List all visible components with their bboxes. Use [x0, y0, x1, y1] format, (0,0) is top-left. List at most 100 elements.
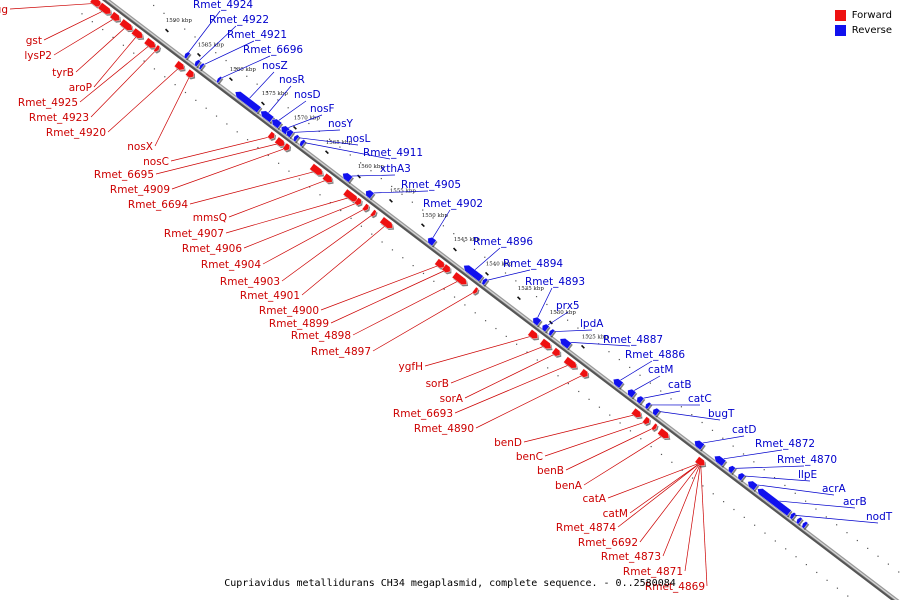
forward-gene[interactable]	[322, 172, 333, 183]
forward-leader-line	[53, 17, 116, 56]
forward-gene-label: benC	[516, 451, 543, 463]
tick-label: 1580 kbp	[230, 67, 257, 73]
reverse-gene[interactable]	[216, 76, 223, 84]
forward-gene[interactable]	[130, 27, 144, 39]
reverse-gene[interactable]	[271, 118, 283, 129]
minor-tick	[484, 256, 486, 258]
reverse-gene[interactable]	[234, 91, 262, 114]
reverse-gene-label: Rmet_4905	[401, 179, 461, 191]
backbone-highlight	[106, 0, 898, 600]
minor-tick	[215, 52, 217, 54]
forward-gene[interactable]	[143, 37, 156, 49]
reverse-gene[interactable]	[286, 129, 295, 138]
forward-gene-label: aroP	[69, 82, 92, 94]
reverse-gene-label: acrA	[822, 483, 847, 495]
forward-gene[interactable]	[361, 203, 370, 212]
reverse-gene[interactable]	[365, 189, 375, 199]
forward-gene[interactable]	[434, 258, 445, 269]
forward-gene[interactable]	[119, 18, 133, 31]
reverse-gene[interactable]	[795, 516, 803, 525]
reverse-leader-line	[219, 55, 271, 80]
reverse-gene[interactable]	[281, 125, 291, 135]
reverse-gene[interactable]	[694, 440, 705, 451]
minor-tick	[691, 477, 694, 479]
forward-gene[interactable]	[471, 286, 479, 295]
reverse-gene[interactable]	[463, 264, 484, 282]
forward-gene[interactable]	[579, 368, 589, 378]
minor-tick	[288, 170, 290, 172]
reverse-leader-line	[536, 287, 553, 321]
reverse-gene[interactable]	[789, 512, 797, 520]
reverse-gene-label: nosZ	[262, 60, 288, 72]
forward-gene-label: Rmet_6692	[578, 537, 638, 549]
reverse-gene-label: nosY	[328, 118, 354, 130]
forward-gene[interactable]	[274, 136, 285, 147]
forward-gene[interactable]	[267, 131, 275, 140]
reverse-gene[interactable]	[198, 62, 205, 71]
legend-forward: Forward	[834, 8, 892, 23]
reverse-gene[interactable]	[260, 110, 275, 123]
reverse-gene[interactable]	[757, 488, 792, 517]
minor-tick	[887, 563, 889, 565]
forward-leader-line	[617, 462, 701, 528]
minor-tick	[102, 28, 104, 31]
forward-gene[interactable]	[309, 163, 324, 176]
minor-tick	[122, 44, 124, 46]
forward-gene[interactable]	[441, 263, 451, 273]
reverse-gene[interactable]	[714, 455, 727, 467]
forward-gene[interactable]	[657, 427, 670, 439]
reverse-gene[interactable]	[541, 323, 550, 333]
reverse-gene[interactable]	[183, 51, 191, 60]
reverse-gene[interactable]	[636, 395, 645, 405]
forward-gene[interactable]	[173, 60, 185, 71]
reverse-gene-label: catC	[688, 393, 712, 405]
forward-gene[interactable]	[539, 338, 552, 350]
forward-gene[interactable]	[109, 11, 121, 22]
forward-gene[interactable]	[630, 407, 642, 418]
minor-tick	[225, 59, 227, 62]
minor-tick	[236, 131, 238, 133]
forward-gene[interactable]	[551, 347, 561, 357]
minor-tick	[702, 485, 704, 487]
reverse-gene-label: nodT	[866, 511, 893, 523]
forward-gene[interactable]	[694, 456, 706, 467]
forward-gene[interactable]	[642, 416, 650, 425]
minor-tick	[340, 209, 342, 212]
forward-gene[interactable]	[650, 422, 658, 431]
reverse-gene[interactable]	[737, 472, 746, 482]
forward-gene[interactable]	[97, 2, 112, 15]
forward-gene[interactable]	[379, 216, 394, 229]
minor-tick	[308, 122, 310, 125]
forward-gene[interactable]	[153, 44, 161, 53]
reverse-gene[interactable]	[728, 465, 736, 474]
reverse-gene[interactable]	[559, 338, 572, 350]
reverse-gene[interactable]	[342, 172, 354, 183]
minor-tick	[402, 257, 404, 259]
reverse-gene[interactable]	[548, 328, 556, 337]
reverse-gene[interactable]	[627, 388, 637, 399]
reverse-gene[interactable]	[613, 378, 624, 389]
reverse-gene[interactable]	[532, 316, 542, 327]
reverse-gene[interactable]	[194, 59, 201, 68]
reverse-gene[interactable]	[292, 134, 300, 143]
reverse-gene[interactable]	[644, 401, 652, 410]
reverse-gene-label: Rmet_4872	[755, 438, 815, 450]
reverse-gene[interactable]	[801, 521, 809, 529]
reverse-gene[interactable]	[652, 407, 661, 417]
reverse-gene[interactable]	[299, 139, 307, 147]
forward-gene[interactable]	[185, 68, 195, 79]
forward-gene[interactable]	[563, 356, 578, 369]
reverse-gene[interactable]	[427, 236, 437, 247]
forward-gene[interactable]	[282, 142, 291, 152]
reverse-gene-label: catM	[648, 364, 673, 376]
reverse-gene[interactable]	[747, 480, 759, 491]
tick-mark	[548, 320, 553, 325]
forward-gene[interactable]	[369, 209, 377, 217]
forward-gene[interactable]	[451, 271, 468, 285]
forward-gene[interactable]	[353, 197, 362, 206]
forward-gene[interactable]	[527, 329, 538, 340]
reverse-gene-label: catD	[732, 424, 756, 436]
reverse-gene[interactable]	[481, 277, 489, 286]
tick-mark	[484, 271, 489, 276]
